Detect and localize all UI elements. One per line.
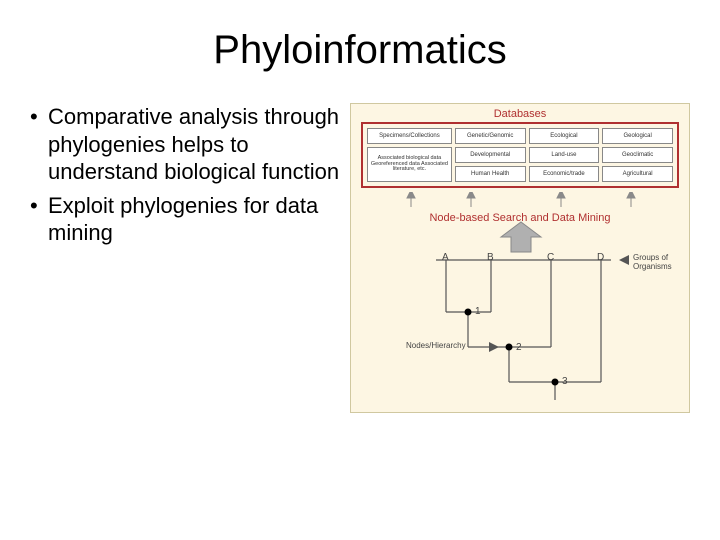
databases-title: Databases <box>351 108 689 120</box>
diagram: Databases Specimens/Collections Genetic/… <box>350 103 690 413</box>
db-cell-human: Human Health <box>455 166 526 182</box>
node-3: 3 <box>562 376 568 387</box>
db-cell-genetic: Genetic/Genomic <box>455 128 526 144</box>
tree-svg <box>351 192 691 412</box>
tip-a: A <box>442 252 449 263</box>
db-cell-geoclimatic: Geoclimatic <box>602 147 673 163</box>
db-cell-ecological: Ecological <box>529 128 600 144</box>
db-cell-landuse: Land-use <box>529 147 600 163</box>
db-cell-economic: Economic/trade <box>529 166 600 182</box>
bullet-item: Exploit phylogenies for data mining <box>30 192 340 247</box>
bullet-item: Comparative analysis through phylogenies… <box>30 103 340 186</box>
db-cell-geological: Geological <box>602 128 673 144</box>
db-cell-associated: Associated biological data Georeferenced… <box>367 147 452 182</box>
tip-b: B <box>487 252 494 263</box>
db-cell-specimens: Specimens/Collections <box>367 128 452 144</box>
bullet-list: Comparative analysis through phylogenies… <box>30 103 340 413</box>
node-1: 1 <box>475 306 481 317</box>
db-cell-developmental: Developmental <box>455 147 526 163</box>
slide-title: Phyloinformatics <box>0 0 720 73</box>
node-2: 2 <box>516 342 522 353</box>
databases-box: Specimens/Collections Genetic/Genomic Ec… <box>361 122 679 188</box>
groups-label: Groups of Organisms <box>633 254 689 272</box>
nodes-hierarchy-label: Nodes/Hierarchy <box>406 342 466 351</box>
tip-c: C <box>547 252 554 263</box>
tip-d: D <box>597 252 604 263</box>
content-area: Comparative analysis through phylogenies… <box>0 73 720 413</box>
db-cell-agricultural: Agricultural <box>602 166 673 182</box>
